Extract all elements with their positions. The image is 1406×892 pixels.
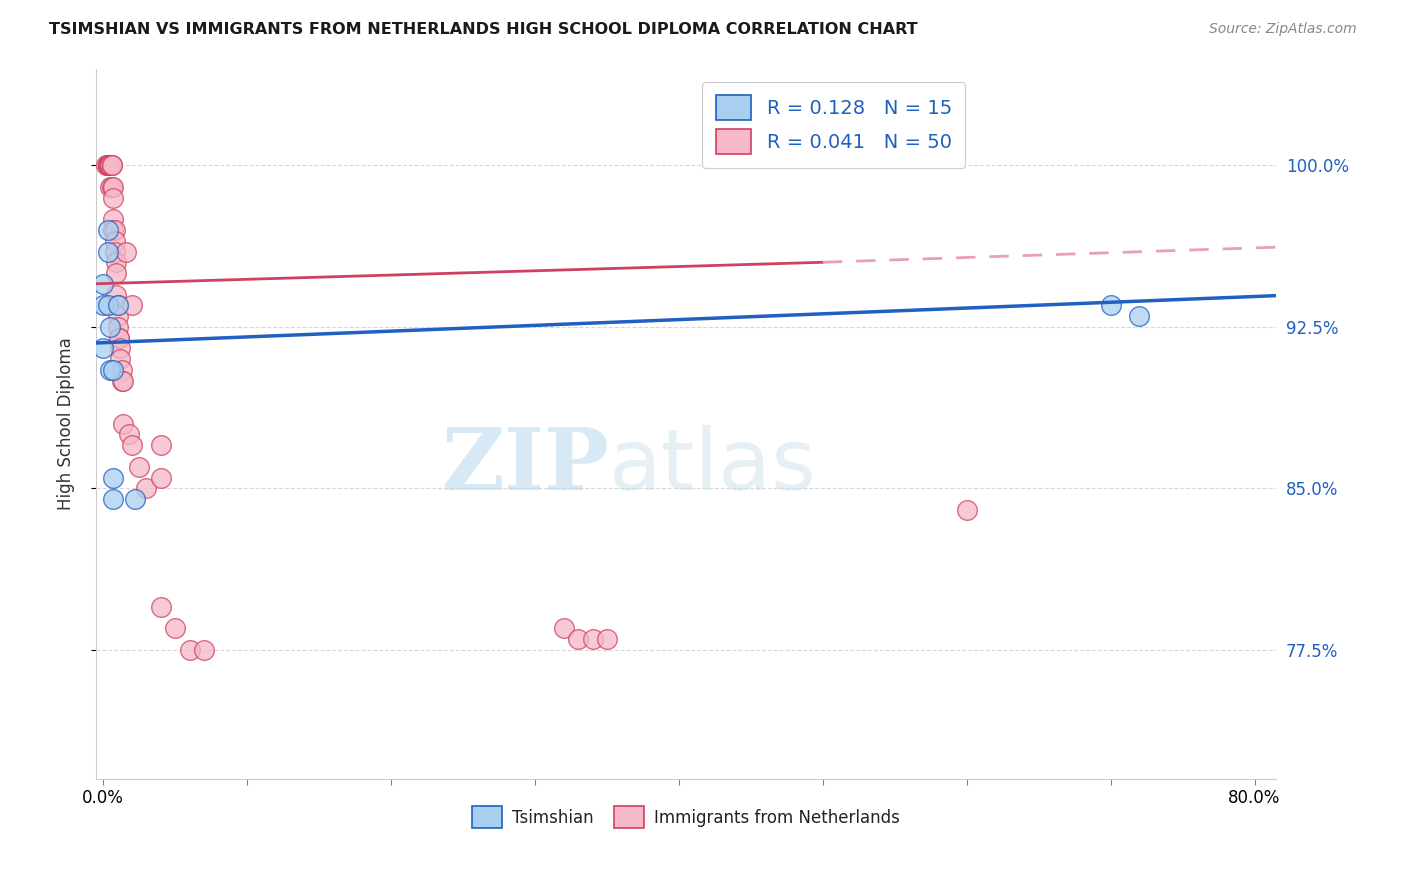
Point <box>100 180 122 194</box>
Point <box>103 491 125 506</box>
Point <box>94 158 117 172</box>
Point <box>596 632 619 646</box>
Point <box>104 244 127 259</box>
Point <box>956 503 979 517</box>
Point <box>581 632 603 646</box>
Point <box>108 330 131 344</box>
Point <box>112 374 135 388</box>
Point <box>103 212 125 227</box>
Point <box>165 621 187 635</box>
Point <box>1099 298 1122 312</box>
Point <box>107 298 129 312</box>
Point <box>96 158 118 172</box>
Point <box>103 180 125 194</box>
Point <box>115 244 138 259</box>
Point <box>118 427 141 442</box>
Point <box>101 158 124 172</box>
Point <box>111 374 134 388</box>
Point <box>121 438 143 452</box>
Point <box>105 287 128 301</box>
Point <box>128 459 150 474</box>
Text: atlas: atlas <box>609 425 817 508</box>
Point <box>112 417 135 431</box>
Point <box>101 158 124 172</box>
Point <box>103 191 125 205</box>
Point <box>135 481 157 495</box>
Text: ZIP: ZIP <box>441 425 609 508</box>
Point <box>100 158 122 172</box>
Point <box>110 352 132 367</box>
Point <box>121 298 143 312</box>
Point <box>107 309 129 323</box>
Point <box>91 342 114 356</box>
Point <box>104 234 127 248</box>
Point <box>105 255 128 269</box>
Point <box>101 180 124 194</box>
Point <box>103 470 125 484</box>
Point <box>96 158 118 172</box>
Point <box>149 599 172 614</box>
Point <box>111 363 134 377</box>
Text: Source: ZipAtlas.com: Source: ZipAtlas.com <box>1209 22 1357 37</box>
Point <box>103 363 125 377</box>
Point <box>98 158 121 172</box>
Point <box>1128 309 1150 323</box>
Point <box>98 158 121 172</box>
Point <box>567 632 589 646</box>
Point <box>96 158 118 172</box>
Point <box>100 319 122 334</box>
Point <box>179 642 201 657</box>
Point <box>100 363 122 377</box>
Point <box>108 330 131 344</box>
Point <box>149 470 172 484</box>
Point <box>110 342 132 356</box>
Point <box>105 266 128 280</box>
Point <box>107 319 129 334</box>
Point <box>104 223 127 237</box>
Point <box>124 491 146 506</box>
Point <box>96 244 118 259</box>
Point <box>149 438 172 452</box>
Y-axis label: High School Diploma: High School Diploma <box>58 337 75 510</box>
Point <box>107 298 129 312</box>
Point <box>96 298 118 312</box>
Text: TSIMSHIAN VS IMMIGRANTS FROM NETHERLANDS HIGH SCHOOL DIPLOMA CORRELATION CHART: TSIMSHIAN VS IMMIGRANTS FROM NETHERLANDS… <box>49 22 918 37</box>
Point <box>553 621 575 635</box>
Point <box>91 277 114 291</box>
Point <box>100 158 122 172</box>
Point <box>91 298 114 312</box>
Point <box>96 223 118 237</box>
Point <box>103 223 125 237</box>
Legend: Tsimshian, Immigrants from Netherlands: Tsimshian, Immigrants from Netherlands <box>465 800 907 835</box>
Point <box>193 642 215 657</box>
